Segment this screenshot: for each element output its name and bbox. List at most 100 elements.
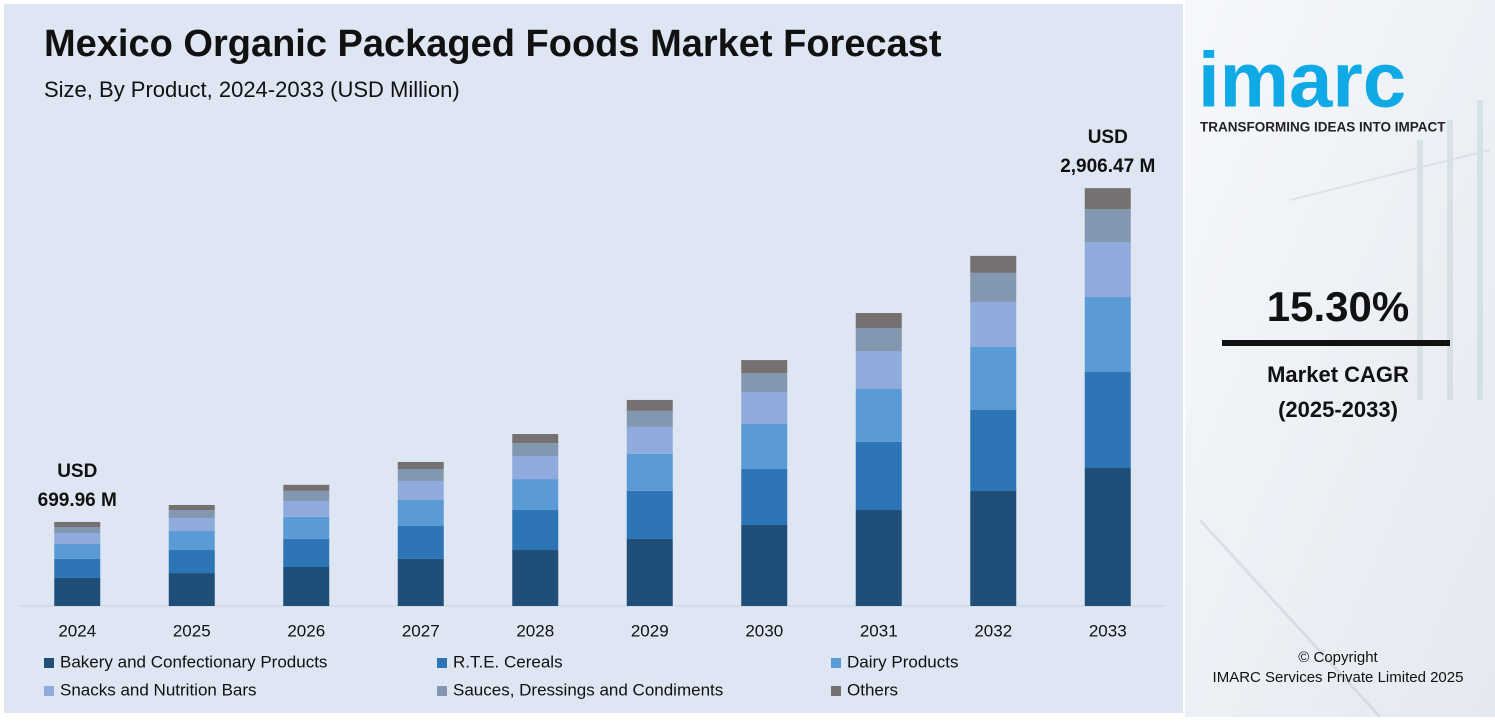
bar-segment xyxy=(283,538,330,568)
bar-segment xyxy=(512,510,559,551)
bar-segment xyxy=(741,360,788,374)
bar-segment xyxy=(970,410,1017,492)
bar-segment xyxy=(512,550,559,606)
chart-subtitle: Size, By Product, 2024-2033 (USD Million… xyxy=(44,77,460,102)
bar-segment xyxy=(626,490,673,539)
bar-segment xyxy=(54,543,101,559)
bar-segment xyxy=(397,469,444,481)
legend-label: Others xyxy=(847,680,898,699)
x-tick-label: 2028 xyxy=(516,621,554,640)
bar-segment xyxy=(54,526,101,534)
x-tick-label: 2026 xyxy=(287,621,325,640)
bar-segment xyxy=(283,516,330,539)
bar-segment xyxy=(397,499,444,526)
bar-segment xyxy=(1084,188,1131,210)
bar-segment xyxy=(168,518,215,532)
legend-label: Bakery and Confectionary Products xyxy=(60,652,327,671)
annotation: 699.96 M xyxy=(38,490,117,511)
bar-segment xyxy=(168,510,215,519)
x-tick-label: 2033 xyxy=(1089,621,1127,640)
bar-segment xyxy=(626,453,673,491)
bar-segment xyxy=(741,469,788,525)
legend-swatch xyxy=(437,686,447,696)
bar-segment xyxy=(1084,242,1131,298)
copyright: IMARC Services Private Limited 2025 xyxy=(1213,669,1464,686)
bar-segment xyxy=(741,524,788,606)
bar-segment xyxy=(397,525,444,559)
bar-segment xyxy=(970,346,1017,411)
bar-segment xyxy=(626,399,673,411)
x-tick-label: 2025 xyxy=(173,621,211,640)
bar-segment xyxy=(855,351,902,389)
annotation: USD xyxy=(1088,127,1128,148)
legend-swatch xyxy=(831,658,841,668)
bar-segment xyxy=(397,480,444,500)
bar-segment xyxy=(283,490,330,501)
bar-segment xyxy=(1084,209,1131,243)
bar-segment xyxy=(54,521,101,527)
bar-segment xyxy=(54,577,101,606)
legend-swatch xyxy=(44,658,54,668)
bar-segment xyxy=(855,510,902,606)
cagr-value: 15.30% xyxy=(1267,283,1409,330)
bar-segment xyxy=(168,573,215,606)
logo: imarc xyxy=(1198,36,1406,124)
bar-segment xyxy=(512,479,559,511)
bar-segment xyxy=(54,533,101,544)
bar-segment xyxy=(855,313,902,328)
legend-label: R.T.E. Cereals xyxy=(453,652,563,671)
bar-segment xyxy=(741,423,788,470)
bar-segment xyxy=(626,410,673,427)
bar-segment xyxy=(397,461,444,470)
legend-label: Snacks and Nutrition Bars xyxy=(60,680,257,699)
legend-swatch xyxy=(831,686,841,696)
bar-segment xyxy=(54,558,101,578)
bar-segment xyxy=(626,538,673,606)
bar-segment xyxy=(283,567,330,606)
bar-segment xyxy=(1084,297,1131,373)
bar-segment xyxy=(741,373,788,393)
bar-segment xyxy=(970,272,1017,302)
legend-label: Sauces, Dressings and Condiments xyxy=(453,680,723,699)
bar-segment xyxy=(168,550,215,574)
bar-segment xyxy=(512,456,559,480)
bar-segment xyxy=(168,531,215,551)
decor xyxy=(1198,100,1491,719)
cagr-period: (2025-2033) xyxy=(1278,397,1398,422)
x-tick-label: 2024 xyxy=(58,621,96,640)
x-tick-label: 2030 xyxy=(745,621,783,640)
bar-segment xyxy=(283,484,330,491)
bar-segment xyxy=(1084,467,1131,606)
bar-segment xyxy=(1084,372,1131,468)
x-tick-label: 2027 xyxy=(402,621,440,640)
bar-segment xyxy=(512,434,559,444)
bar-segment xyxy=(855,441,902,511)
bar-segment xyxy=(970,255,1017,273)
bar-segment xyxy=(970,301,1017,347)
bar-segment xyxy=(970,491,1017,606)
bar-segment xyxy=(855,327,902,352)
tagline: TRANSFORMING IDEAS INTO IMPACT xyxy=(1200,120,1446,135)
bar-segment xyxy=(168,504,215,511)
chart-title: Mexico Organic Packaged Foods Market For… xyxy=(44,23,942,65)
side-panel xyxy=(1185,0,1495,717)
legend-swatch xyxy=(437,658,447,668)
bar-segment xyxy=(855,388,902,442)
x-tick-label: 2029 xyxy=(631,621,669,640)
bar-segment xyxy=(512,443,559,457)
cagr-label: Market CAGR xyxy=(1267,362,1409,387)
bar-segment xyxy=(397,558,444,606)
divider xyxy=(1222,340,1450,346)
x-tick-label: 2031 xyxy=(860,621,898,640)
bar-segment xyxy=(626,426,673,454)
copyright: © Copyright xyxy=(1298,649,1378,666)
legend-swatch xyxy=(44,686,54,696)
annotation: 2,906.47 M xyxy=(1060,156,1155,177)
legend-label: Dairy Products xyxy=(847,652,958,671)
x-tick-label: 2032 xyxy=(974,621,1012,640)
bar-segment xyxy=(741,392,788,424)
annotation: USD xyxy=(57,461,97,482)
bar-segment xyxy=(283,500,330,517)
